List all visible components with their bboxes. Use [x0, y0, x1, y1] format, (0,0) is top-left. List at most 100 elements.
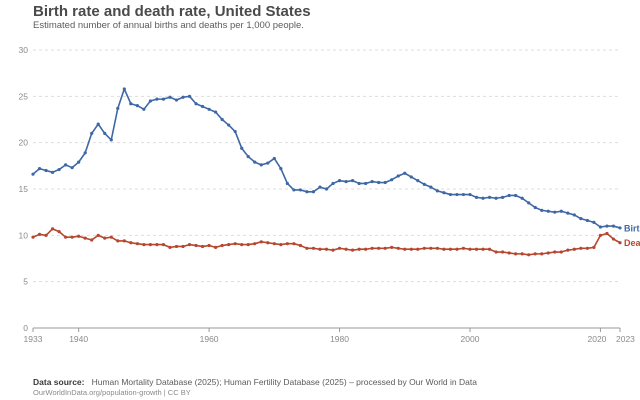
data-point-deaths: [285, 242, 289, 246]
data-point-deaths: [442, 247, 446, 251]
data-point-deaths: [494, 250, 498, 254]
data-point-deaths: [455, 247, 459, 251]
data-point-deaths: [122, 239, 126, 243]
data-point-births: [168, 95, 172, 99]
data-point-births: [181, 95, 185, 99]
data-point-deaths: [605, 231, 609, 236]
data-point-births: [448, 192, 453, 197]
data-point-births: [135, 104, 139, 108]
data-point-births: [77, 160, 81, 164]
data-point-deaths: [585, 246, 589, 250]
data-point-births: [187, 94, 192, 98]
data-point-births: [429, 185, 433, 189]
data-point-births: [50, 170, 55, 174]
data-point-deaths: [377, 246, 381, 250]
data-point-deaths: [403, 247, 407, 251]
data-point-births: [298, 188, 303, 192]
data-point-births: [572, 213, 576, 217]
data-point-births: [200, 104, 205, 109]
data-point-births: [161, 97, 166, 101]
data-point-deaths: [422, 246, 426, 250]
data-point-births: [311, 190, 316, 194]
data-point-births: [116, 106, 120, 110]
data-point-deaths: [409, 247, 413, 251]
data-point-births: [585, 218, 589, 223]
data-point-births: [148, 99, 152, 103]
data-point-births: [142, 107, 146, 111]
data-point-deaths: [181, 244, 185, 249]
data-point-births: [318, 185, 322, 189]
data-point-deaths: [546, 251, 550, 255]
data-point-births: [285, 181, 289, 186]
data-point-births: [520, 196, 524, 200]
data-point-deaths: [155, 243, 159, 247]
data-point-deaths: [240, 243, 244, 247]
data-point-births: [403, 171, 407, 175]
data-point-births: [618, 226, 622, 230]
data-point-deaths: [520, 252, 524, 256]
x-tick-label: 2023: [616, 334, 635, 344]
data-point-deaths: [279, 243, 283, 247]
data-point-deaths: [540, 252, 544, 256]
x-tick-label: 2000: [461, 334, 480, 344]
data-point-deaths: [559, 250, 563, 254]
data-point-deaths: [90, 238, 94, 242]
data-point-deaths: [468, 247, 472, 251]
data-point-deaths: [142, 243, 146, 247]
data-point-births: [207, 107, 211, 111]
data-point-deaths: [514, 252, 518, 256]
x-tick-label: 2020: [588, 334, 607, 344]
data-point-deaths: [350, 248, 355, 252]
data-point-deaths: [174, 244, 179, 249]
data-point-deaths: [57, 230, 61, 234]
source-url[interactable]: OurWorldInData.org/population-growth | C…: [33, 388, 191, 397]
data-source-label: Data source:: [33, 377, 85, 387]
data-point-births: [227, 123, 231, 127]
data-point-births: [507, 193, 511, 198]
y-tick-label: 5: [23, 277, 28, 287]
x-tick-label: 1960: [200, 334, 219, 344]
data-point-births: [109, 138, 113, 142]
data-point-births: [611, 224, 616, 228]
data-point-births: [377, 180, 381, 185]
data-point-births: [364, 181, 368, 186]
data-point-births: [357, 181, 361, 186]
data-point-births: [246, 154, 250, 159]
data-point-births: [605, 224, 609, 228]
data-point-births: [122, 87, 126, 91]
data-point-births: [416, 179, 420, 183]
data-point-deaths: [246, 243, 250, 247]
data-point-births: [468, 192, 472, 197]
data-point-deaths: [553, 250, 557, 254]
data-point-deaths: [618, 241, 622, 245]
chart-subtitle: Estimated number of annual births and de…: [33, 20, 304, 31]
data-point-deaths: [116, 239, 120, 243]
data-point-births: [390, 178, 394, 182]
data-point-births: [279, 167, 283, 171]
chart-title: Birth rate and death rate, United States: [33, 3, 311, 20]
data-point-births: [396, 174, 400, 178]
y-tick-label: 10: [19, 230, 29, 240]
data-point-deaths: [135, 242, 139, 246]
data-point-births: [44, 168, 48, 173]
data-point-births: [350, 179, 355, 183]
data-point-deaths: [161, 243, 166, 247]
data-point-births: [83, 151, 87, 155]
data-point-births: [214, 110, 218, 114]
data-point-births: [370, 179, 374, 184]
data-point-deaths: [44, 233, 48, 237]
data-point-births: [129, 102, 133, 106]
data-point-deaths: [214, 245, 218, 249]
data-point-deaths: [148, 243, 152, 247]
data-point-deaths: [194, 243, 198, 248]
data-point-births: [435, 189, 439, 193]
data-point-deaths: [572, 247, 576, 251]
data-point-deaths: [50, 227, 55, 231]
data-point-deaths: [474, 247, 479, 251]
data-point-births: [272, 156, 276, 161]
data-point-births: [331, 181, 335, 186]
data-point-deaths: [207, 243, 211, 248]
data-point-deaths: [507, 251, 511, 255]
data-point-deaths: [96, 233, 100, 237]
data-point-births: [592, 220, 596, 224]
